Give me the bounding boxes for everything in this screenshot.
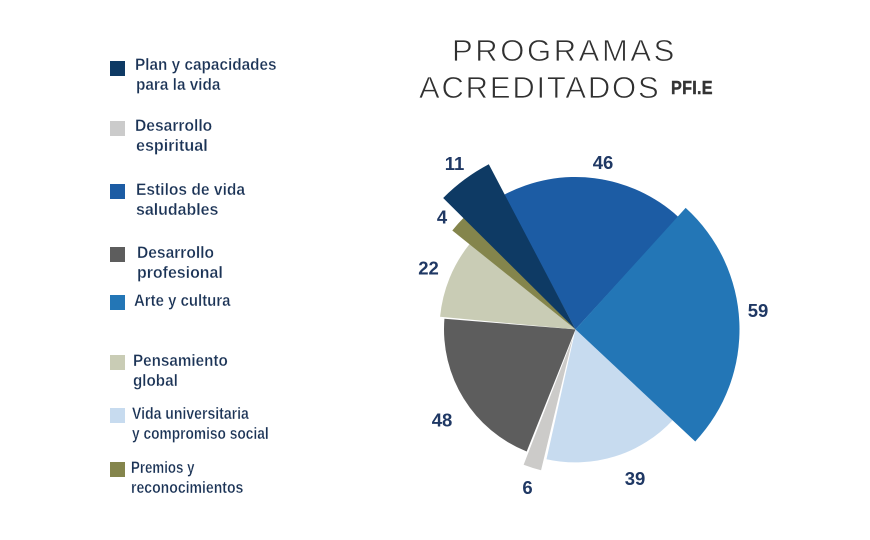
svg-text:11: 11: [445, 153, 465, 174]
svg-text:48: 48: [432, 410, 453, 431]
svg-text:46: 46: [593, 152, 614, 173]
svg-text:59: 59: [748, 300, 769, 321]
svg-text:39: 39: [625, 468, 646, 489]
svg-text:4: 4: [437, 207, 448, 228]
svg-text:6: 6: [522, 477, 532, 498]
svg-text:22: 22: [418, 258, 439, 279]
